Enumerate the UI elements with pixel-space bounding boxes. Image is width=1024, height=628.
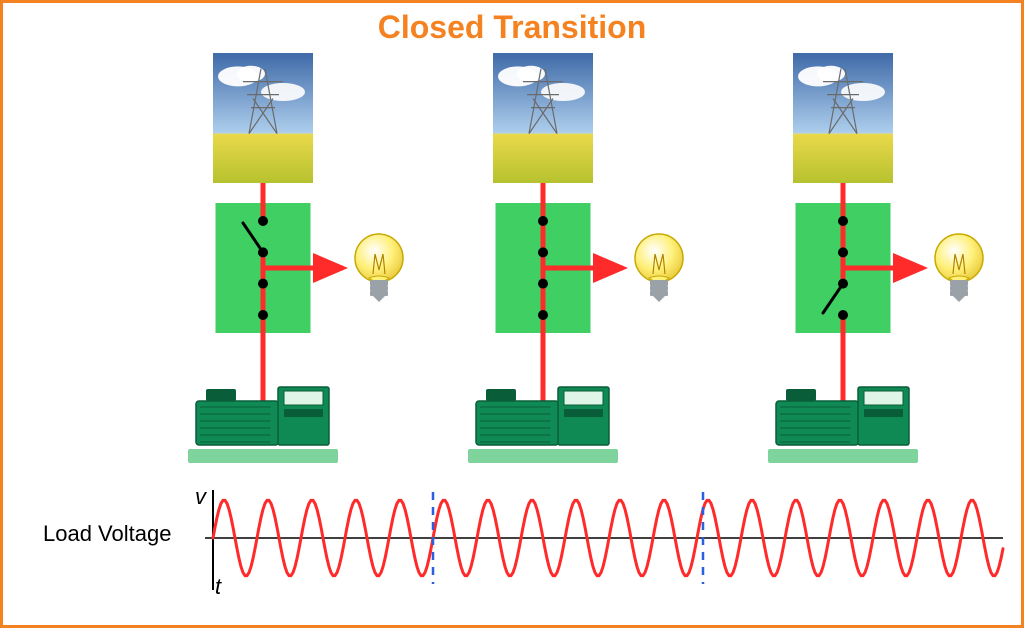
panels-svg [3, 53, 1024, 473]
load-bulb-icon [635, 234, 683, 302]
diagram-title: Closed Transition [3, 9, 1021, 46]
utility-image [493, 53, 593, 183]
load-bulb-icon [355, 234, 403, 302]
waveform-svg [3, 473, 1024, 613]
utility-image [213, 53, 313, 183]
load-bulb-icon [935, 234, 983, 302]
diagram-frame: Closed Transition Load Voltage v t [0, 0, 1024, 628]
utility-image [793, 53, 893, 183]
